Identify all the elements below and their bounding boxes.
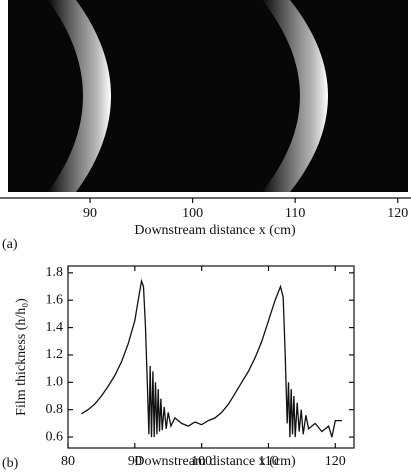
y-tick-label: 1.2 bbox=[46, 347, 64, 362]
y-tick-label: 1.4 bbox=[46, 320, 64, 335]
panel-label: (a) bbox=[2, 237, 18, 252]
x-tick-label: 120 bbox=[325, 454, 346, 469]
x-tick-label: 100 bbox=[182, 206, 203, 221]
y-tick-label: 0.8 bbox=[46, 402, 64, 417]
x-tick-label: 110 bbox=[285, 206, 305, 221]
x-tick-label: 110 bbox=[258, 454, 278, 469]
y-tick-label: 1.0 bbox=[46, 375, 64, 390]
y-tick-label: 1.6 bbox=[46, 292, 64, 307]
x-tick-label: 80 bbox=[61, 454, 75, 469]
panel-label: (b) bbox=[2, 456, 19, 471]
y-tick-label: 0.6 bbox=[46, 429, 64, 444]
y-axis-label: Film thickness (h/h₀) bbox=[14, 298, 29, 416]
y-tick-label: 1.8 bbox=[46, 265, 64, 280]
bright-front bbox=[48, 0, 111, 192]
plot-frame bbox=[67, 265, 355, 449]
bright-front bbox=[262, 0, 328, 192]
x-tick-label: 90 bbox=[83, 206, 97, 221]
x-axis-label: Downstream distance x (cm) bbox=[134, 223, 296, 238]
data-line bbox=[81, 278, 342, 438]
x-tick-label: 100 bbox=[191, 454, 212, 469]
x-tick-label: 120 bbox=[387, 206, 408, 221]
x-axis-label: Downstream distance x (cm) bbox=[134, 454, 296, 469]
x-tick-label: 90 bbox=[128, 454, 142, 469]
